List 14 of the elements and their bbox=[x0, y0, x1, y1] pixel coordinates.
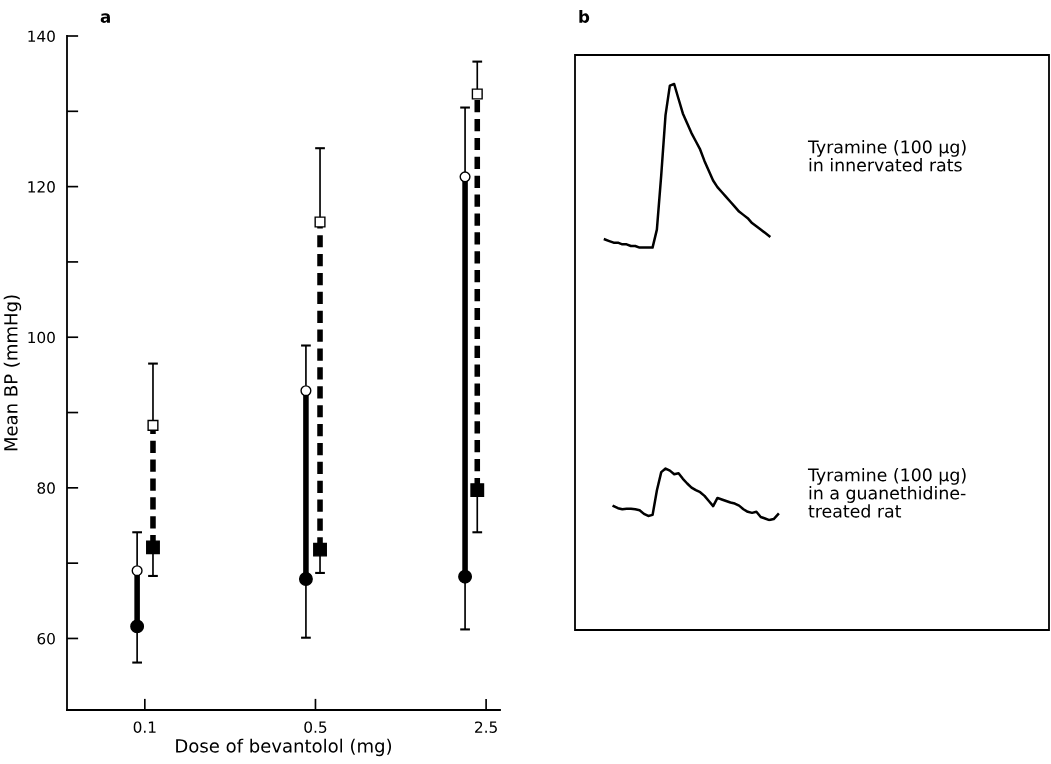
x-tick-label: 0.5 bbox=[304, 721, 327, 733]
y-tick-label: 80 bbox=[37, 482, 55, 494]
x-axis-title: Dose of bevantolol (mg) bbox=[176, 738, 392, 757]
y-axis-title: Mean BP (mmHg) bbox=[3, 295, 22, 451]
x-tick-label: 2.5 bbox=[475, 721, 497, 733]
y-tick-label: 140 bbox=[28, 30, 55, 43]
chart-title: b bbox=[579, 10, 590, 23]
chart-title: a bbox=[100, 13, 110, 23]
text: Tyramine (100 μg) in innervated rats bbox=[807, 140, 966, 172]
y-tick-label: 120 bbox=[28, 181, 55, 193]
y-tick-label: 100 bbox=[28, 331, 55, 344]
text: Tyramine (100 μg) in a guanethidine- treated rat bbox=[807, 468, 966, 518]
x-tick-label: 0.1 bbox=[133, 721, 156, 733]
y-tick-label: 60 bbox=[37, 632, 55, 645]
